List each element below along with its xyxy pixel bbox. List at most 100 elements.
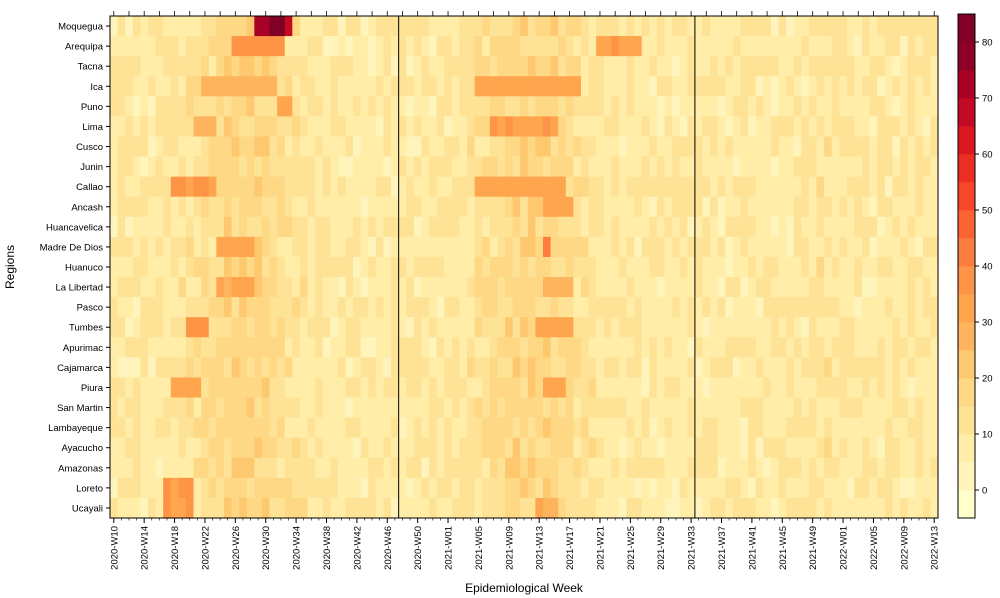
heatmap-cell (877, 357, 886, 379)
heatmap-cell (763, 497, 772, 519)
heatmap-cell (345, 136, 354, 158)
heatmap-cell (922, 377, 932, 399)
x-tick-label: 2021-W29 (656, 526, 667, 570)
heatmap-cell (770, 497, 780, 519)
heatmap-cell (862, 236, 871, 258)
heatmap-cell (656, 196, 666, 218)
heatmap-cell (770, 56, 780, 77)
heatmap-cell (231, 116, 240, 138)
heatmap-cell (679, 216, 688, 238)
heatmap-cell (656, 256, 666, 278)
heatmap-cell (649, 256, 658, 278)
heatmap-cell (474, 76, 483, 97)
heatmap-cell (725, 176, 734, 198)
heatmap-cell (725, 397, 734, 419)
heatmap-cell (223, 236, 233, 258)
heatmap-cell (391, 377, 400, 399)
heatmap-cell (793, 377, 802, 399)
heatmap-cell (231, 136, 240, 158)
heatmap-cell (900, 136, 909, 158)
heatmap-cell (117, 196, 126, 218)
heatmap-cell (208, 216, 217, 238)
heatmap-cell (687, 96, 696, 117)
colorbar-band (958, 210, 975, 239)
heatmap-cell (527, 357, 536, 379)
heatmap-cell (155, 36, 164, 57)
heatmap-cell (869, 236, 878, 258)
heatmap-cell (694, 196, 704, 218)
heatmap-cell (573, 437, 582, 459)
heatmap-cell (710, 377, 719, 399)
heatmap-cell (451, 176, 461, 198)
heatmap-cell (580, 357, 590, 379)
heatmap-cell (110, 337, 119, 358)
heatmap-cell (269, 36, 278, 57)
heatmap-cell (542, 36, 552, 57)
heatmap-cell (793, 397, 802, 419)
heatmap-cell (672, 377, 681, 399)
heatmap-cell (816, 156, 825, 178)
heatmap-cell (550, 56, 559, 77)
heatmap-cell (900, 417, 909, 439)
heatmap-cell (884, 437, 894, 459)
heatmap-cell (922, 357, 932, 379)
heatmap-cell (201, 196, 210, 218)
heatmap-cell (550, 36, 559, 57)
heatmap-cell (542, 256, 552, 278)
heatmap-cell (277, 497, 286, 519)
heatmap-cell (261, 176, 271, 198)
heatmap-cell (315, 477, 324, 499)
heatmap-cell (307, 337, 316, 358)
heatmap-cell (155, 417, 164, 439)
heatmap-cell (588, 337, 597, 358)
heatmap-cell (383, 16, 392, 37)
heatmap-cell (672, 116, 681, 138)
heatmap-cell (185, 136, 195, 158)
heatmap-cell (239, 457, 248, 479)
heatmap-cell (170, 136, 179, 158)
heatmap-cell (201, 156, 210, 178)
heatmap-cell (558, 256, 567, 278)
heatmap-cell (793, 16, 802, 37)
heatmap-cell (474, 357, 483, 379)
heatmap-cell (725, 196, 734, 218)
heatmap-cell (315, 317, 324, 338)
heatmap-cell (261, 457, 271, 479)
heatmap-cell (482, 357, 491, 379)
heatmap-cell (140, 76, 149, 97)
heatmap-cell (748, 417, 757, 439)
heatmap-cell (770, 256, 780, 278)
heatmap-cell (284, 437, 293, 459)
heatmap-cell (793, 497, 802, 519)
heatmap-cell (421, 417, 430, 439)
heatmap-cell (694, 96, 704, 117)
heatmap-cell (315, 497, 324, 519)
heatmap-cell (505, 156, 514, 178)
heatmap-cell (527, 317, 536, 338)
heatmap-cell (793, 277, 802, 298)
heatmap-cell (299, 16, 309, 37)
heatmap-cell (854, 16, 863, 37)
heatmap-cell (436, 337, 445, 358)
heatmap-cell (375, 136, 385, 158)
heatmap-cell (239, 216, 248, 238)
heatmap-cell (603, 437, 612, 459)
heatmap-cell (163, 196, 172, 218)
heatmap-cell (467, 277, 476, 298)
heatmap-cell (178, 136, 187, 158)
heatmap-cell (261, 116, 271, 138)
colorbar-band (958, 14, 975, 43)
heatmap-cell (732, 36, 742, 57)
heatmap-cell (155, 176, 164, 198)
heatmap-cell (444, 477, 453, 499)
heatmap-cell (489, 337, 499, 358)
heatmap-cell (413, 437, 423, 459)
heatmap-cell (542, 96, 552, 117)
heatmap-cell (748, 96, 757, 117)
heatmap-cell (786, 497, 795, 519)
heatmap-cell (565, 176, 574, 198)
heatmap-cell (717, 96, 726, 117)
heatmap-cell (140, 36, 149, 57)
heatmap-cell (915, 236, 924, 258)
heatmap-cell (831, 357, 840, 379)
